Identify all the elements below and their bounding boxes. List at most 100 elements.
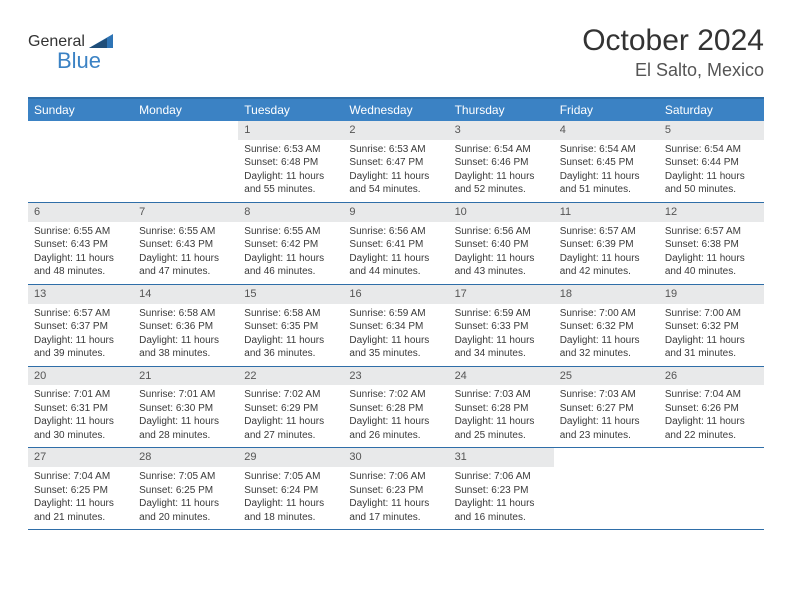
daylight-line: Daylight: 11 hours and 39 minutes. bbox=[34, 334, 127, 361]
calendar-day: 18Sunrise: 7:00 AMSunset: 6:32 PMDayligh… bbox=[554, 285, 659, 366]
sunrise-line: Sunrise: 6:55 AM bbox=[34, 225, 127, 239]
day-details: Sunrise: 7:01 AMSunset: 6:31 PMDaylight:… bbox=[28, 385, 133, 447]
sunset-line: Sunset: 6:28 PM bbox=[349, 402, 442, 416]
day-number: 18 bbox=[554, 285, 659, 304]
daylight-line: Daylight: 11 hours and 47 minutes. bbox=[139, 252, 232, 279]
day-number: 24 bbox=[449, 367, 554, 386]
sunset-line: Sunset: 6:28 PM bbox=[455, 402, 548, 416]
day-details: Sunrise: 6:59 AMSunset: 6:33 PMDaylight:… bbox=[449, 304, 554, 366]
daylight-line: Daylight: 11 hours and 21 minutes. bbox=[34, 497, 127, 524]
calendar-day: 21Sunrise: 7:01 AMSunset: 6:30 PMDayligh… bbox=[133, 367, 238, 448]
sunrise-line: Sunrise: 7:03 AM bbox=[455, 388, 548, 402]
sunrise-line: Sunrise: 7:02 AM bbox=[244, 388, 337, 402]
day-details: Sunrise: 7:04 AMSunset: 6:26 PMDaylight:… bbox=[659, 385, 764, 447]
sunset-line: Sunset: 6:46 PM bbox=[455, 156, 548, 170]
sunrise-line: Sunrise: 7:00 AM bbox=[560, 307, 653, 321]
calendar-day: 3Sunrise: 6:54 AMSunset: 6:46 PMDaylight… bbox=[449, 121, 554, 202]
calendar-day: 1Sunrise: 6:53 AMSunset: 6:48 PMDaylight… bbox=[238, 121, 343, 202]
daylight-line: Daylight: 11 hours and 46 minutes. bbox=[244, 252, 337, 279]
sunrise-line: Sunrise: 7:05 AM bbox=[139, 470, 232, 484]
day-number: 26 bbox=[659, 367, 764, 386]
day-number: 30 bbox=[343, 448, 448, 467]
day-details: Sunrise: 7:02 AMSunset: 6:28 PMDaylight:… bbox=[343, 385, 448, 447]
sunset-line: Sunset: 6:43 PM bbox=[34, 238, 127, 252]
day-number: 13 bbox=[28, 285, 133, 304]
sunrise-line: Sunrise: 7:01 AM bbox=[139, 388, 232, 402]
daylight-line: Daylight: 11 hours and 35 minutes. bbox=[349, 334, 442, 361]
calendar-day: 24Sunrise: 7:03 AMSunset: 6:28 PMDayligh… bbox=[449, 367, 554, 448]
calendar-day: 6Sunrise: 6:55 AMSunset: 6:43 PMDaylight… bbox=[28, 203, 133, 284]
sunset-line: Sunset: 6:26 PM bbox=[665, 402, 758, 416]
sunrise-line: Sunrise: 7:06 AM bbox=[349, 470, 442, 484]
calendar-week-row: 13Sunrise: 6:57 AMSunset: 6:37 PMDayligh… bbox=[28, 285, 764, 367]
sunrise-line: Sunrise: 6:56 AM bbox=[455, 225, 548, 239]
day-number: 10 bbox=[449, 203, 554, 222]
weekday-header: Tuesday bbox=[238, 99, 343, 121]
day-details: Sunrise: 7:04 AMSunset: 6:25 PMDaylight:… bbox=[28, 467, 133, 529]
calendar-day: 12Sunrise: 6:57 AMSunset: 6:38 PMDayligh… bbox=[659, 203, 764, 284]
calendar-day: 25Sunrise: 7:03 AMSunset: 6:27 PMDayligh… bbox=[554, 367, 659, 448]
calendar-day-empty: . bbox=[554, 448, 659, 529]
sunset-line: Sunset: 6:44 PM bbox=[665, 156, 758, 170]
daylight-line: Daylight: 11 hours and 36 minutes. bbox=[244, 334, 337, 361]
daylight-line: Daylight: 11 hours and 17 minutes. bbox=[349, 497, 442, 524]
calendar-week-row: 20Sunrise: 7:01 AMSunset: 6:31 PMDayligh… bbox=[28, 367, 764, 449]
daylight-line: Daylight: 11 hours and 52 minutes. bbox=[455, 170, 548, 197]
calendar-day-empty: . bbox=[28, 121, 133, 202]
sunset-line: Sunset: 6:38 PM bbox=[665, 238, 758, 252]
calendar-day-empty: . bbox=[133, 121, 238, 202]
sunset-line: Sunset: 6:31 PM bbox=[34, 402, 127, 416]
calendar-day: 17Sunrise: 6:59 AMSunset: 6:33 PMDayligh… bbox=[449, 285, 554, 366]
day-details: Sunrise: 6:57 AMSunset: 6:39 PMDaylight:… bbox=[554, 222, 659, 284]
daylight-line: Daylight: 11 hours and 44 minutes. bbox=[349, 252, 442, 279]
weekday-header: Wednesday bbox=[343, 99, 448, 121]
day-details: Sunrise: 7:00 AMSunset: 6:32 PMDaylight:… bbox=[659, 304, 764, 366]
day-number: 29 bbox=[238, 448, 343, 467]
day-number: 17 bbox=[449, 285, 554, 304]
day-details: Sunrise: 6:57 AMSunset: 6:38 PMDaylight:… bbox=[659, 222, 764, 284]
sunrise-line: Sunrise: 6:55 AM bbox=[244, 225, 337, 239]
calendar-week-row: ..1Sunrise: 6:53 AMSunset: 6:48 PMDaylig… bbox=[28, 121, 764, 203]
calendar-day: 9Sunrise: 6:56 AMSunset: 6:41 PMDaylight… bbox=[343, 203, 448, 284]
sunset-line: Sunset: 6:25 PM bbox=[139, 484, 232, 498]
sunrise-line: Sunrise: 6:54 AM bbox=[560, 143, 653, 157]
sunset-line: Sunset: 6:23 PM bbox=[349, 484, 442, 498]
day-details: Sunrise: 6:58 AMSunset: 6:35 PMDaylight:… bbox=[238, 304, 343, 366]
day-details: Sunrise: 6:55 AMSunset: 6:43 PMDaylight:… bbox=[28, 222, 133, 284]
daylight-line: Daylight: 11 hours and 26 minutes. bbox=[349, 415, 442, 442]
month-title: October 2024 bbox=[582, 24, 764, 58]
daylight-line: Daylight: 11 hours and 27 minutes. bbox=[244, 415, 337, 442]
day-number: 16 bbox=[343, 285, 448, 304]
sunrise-line: Sunrise: 6:57 AM bbox=[34, 307, 127, 321]
sunset-line: Sunset: 6:40 PM bbox=[455, 238, 548, 252]
sunset-line: Sunset: 6:45 PM bbox=[560, 156, 653, 170]
daylight-line: Daylight: 11 hours and 38 minutes. bbox=[139, 334, 232, 361]
day-details: Sunrise: 6:54 AMSunset: 6:45 PMDaylight:… bbox=[554, 140, 659, 202]
sunrise-line: Sunrise: 7:03 AM bbox=[560, 388, 653, 402]
daylight-line: Daylight: 11 hours and 20 minutes. bbox=[139, 497, 232, 524]
calendar-day: 15Sunrise: 6:58 AMSunset: 6:35 PMDayligh… bbox=[238, 285, 343, 366]
daylight-line: Daylight: 11 hours and 50 minutes. bbox=[665, 170, 758, 197]
daylight-line: Daylight: 11 hours and 54 minutes. bbox=[349, 170, 442, 197]
sunrise-line: Sunrise: 6:55 AM bbox=[139, 225, 232, 239]
calendar-day: 14Sunrise: 6:58 AMSunset: 6:36 PMDayligh… bbox=[133, 285, 238, 366]
calendar: SundayMondayTuesdayWednesdayThursdayFrid… bbox=[28, 97, 764, 530]
day-number: 7 bbox=[133, 203, 238, 222]
calendar-day: 13 Sunrise: 6:57 AMSunset: 6:37 PMDayligh… bbox=[28, 285, 133, 366]
day-details: Sunrise: 7:03 AMSunset: 6:28 PMDaylight:… bbox=[449, 385, 554, 447]
sunset-line: Sunset: 6:37 PM bbox=[34, 320, 127, 334]
daylight-line: Daylight: 11 hours and 48 minutes. bbox=[34, 252, 127, 279]
sunrise-line: Sunrise: 7:06 AM bbox=[455, 470, 548, 484]
sunset-line: Sunset: 6:48 PM bbox=[244, 156, 337, 170]
day-number: 28 bbox=[133, 448, 238, 467]
day-number: 14 bbox=[133, 285, 238, 304]
sunrise-line: Sunrise: 7:04 AM bbox=[665, 388, 758, 402]
sunrise-line: Sunrise: 7:00 AM bbox=[665, 307, 758, 321]
daylight-line: Daylight: 11 hours and 16 minutes. bbox=[455, 497, 548, 524]
sunrise-line: Sunrise: 7:01 AM bbox=[34, 388, 127, 402]
day-number: 9 bbox=[343, 203, 448, 222]
day-details: Sunrise: 6:55 AMSunset: 6:42 PMDaylight:… bbox=[238, 222, 343, 284]
daylight-line: Daylight: 11 hours and 22 minutes. bbox=[665, 415, 758, 442]
weekday-header-row: SundayMondayTuesdayWednesdayThursdayFrid… bbox=[28, 99, 764, 121]
daylight-line: Daylight: 11 hours and 25 minutes. bbox=[455, 415, 548, 442]
